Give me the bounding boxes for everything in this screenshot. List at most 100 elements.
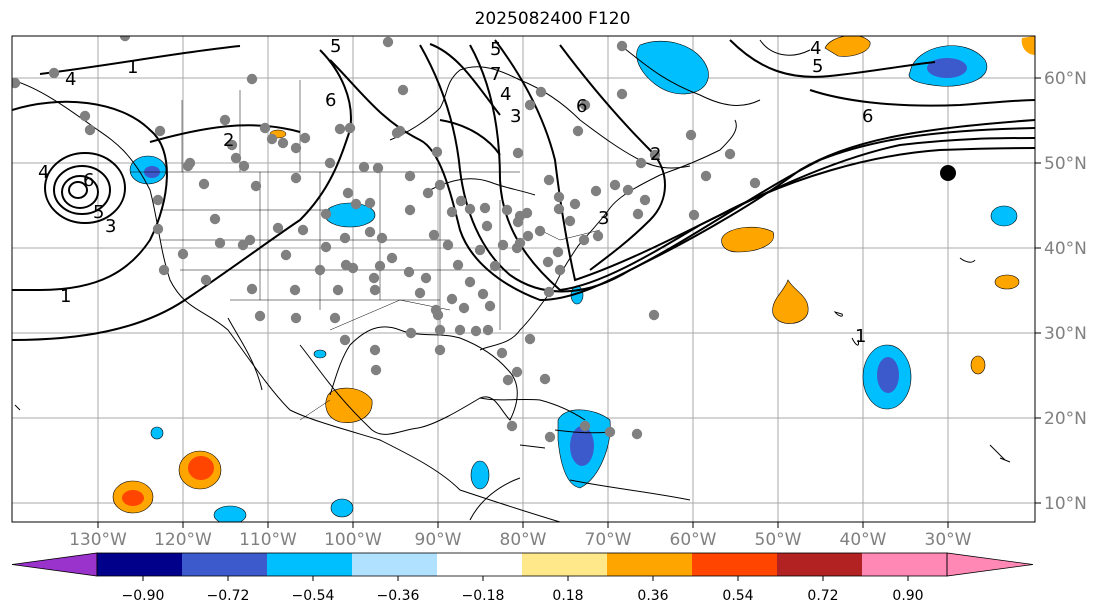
station-dot — [368, 272, 380, 284]
station-dot — [182, 160, 194, 172]
station-dot — [254, 310, 266, 322]
contour-label: 1 — [855, 326, 866, 347]
station-dot — [320, 208, 332, 220]
station-dot — [452, 259, 464, 271]
colorbar-segment — [522, 553, 607, 576]
station-dot — [688, 209, 700, 221]
political-borders — [130, 80, 601, 421]
station-dot — [616, 88, 628, 100]
station-dot — [84, 124, 96, 136]
station-dot — [422, 187, 434, 199]
station-dot — [477, 288, 489, 300]
station-dot — [405, 327, 417, 339]
station-dot — [209, 213, 221, 225]
station-dot — [535, 86, 547, 98]
station-dot — [446, 206, 458, 218]
station-dot — [564, 215, 576, 227]
station-dot — [511, 366, 523, 378]
station-dot — [332, 284, 344, 296]
colorbar-tick-label: 0.36 — [637, 588, 668, 604]
station-dot — [364, 197, 376, 209]
station-dot — [370, 364, 382, 376]
station-dot — [553, 203, 565, 215]
colorbar-tick-label: −0.90 — [122, 588, 165, 604]
contour-label: 3 — [598, 208, 609, 229]
station-dot — [290, 172, 302, 184]
station-dot — [214, 237, 226, 249]
station-dot — [280, 249, 292, 261]
station-dot — [553, 191, 565, 203]
station-dot — [522, 230, 534, 242]
lon-tick-label: 90°W — [415, 530, 462, 550]
station-dot — [639, 194, 651, 206]
station-dot — [470, 325, 482, 337]
station-dot — [501, 204, 513, 216]
station-dot — [434, 179, 446, 191]
station-dot — [48, 67, 60, 79]
colorbar-extend-low — [11, 552, 98, 577]
colorbar-tick-label: 0.18 — [552, 588, 583, 604]
lon-tick-label: 120°W — [154, 530, 212, 550]
station-dot — [79, 110, 91, 122]
station-dot — [542, 256, 554, 268]
station-dot — [374, 260, 386, 272]
station-dot — [554, 264, 566, 276]
station-dot — [238, 160, 250, 172]
lon-tick-label: 30°W — [925, 530, 972, 550]
station-dot — [200, 274, 212, 286]
contour-label: 3 — [510, 106, 521, 127]
lat-tick-label: 40°N — [1044, 239, 1087, 259]
colorbar-extend-high — [946, 552, 1034, 577]
station-dot — [455, 195, 467, 207]
station-dot — [250, 180, 262, 192]
station-dot — [497, 239, 509, 251]
anomaly-patches — [112, 36, 1035, 522]
station-dot — [369, 344, 381, 356]
station-dot — [290, 312, 302, 324]
station-dot — [119, 36, 131, 42]
station-dot — [482, 324, 494, 336]
colorbar-tick-label: −0.18 — [462, 588, 505, 604]
lon-tick-label: 110°W — [239, 530, 297, 550]
station-dot — [246, 73, 258, 85]
station-dot — [277, 137, 289, 149]
station-dot — [329, 312, 341, 324]
station-dot — [397, 84, 409, 96]
station-dot — [511, 242, 523, 254]
contour-labels: 6 5 4 3 2 1 1 6 5 4 4 5 6 3 2 7 6 5 4 3 … — [38, 36, 873, 347]
station-dot — [404, 204, 416, 216]
station-dot — [358, 161, 370, 173]
longitude-axis: 130°W 120°W 110°W 100°W 90°W 80°W 70°W 60°W 50°W… — [69, 522, 972, 550]
station-dot — [454, 324, 466, 336]
lat-tick-label: 20°N — [1044, 409, 1087, 429]
colorbar-segment — [437, 553, 522, 576]
station-dot — [489, 260, 501, 272]
station-dot — [569, 198, 581, 210]
contour-label: 6 — [862, 106, 873, 127]
station-dot — [543, 174, 555, 186]
contour-label: 4 — [810, 38, 821, 59]
station-dot — [339, 232, 351, 244]
station-dot — [177, 248, 189, 260]
colorbar-tick-label: 0.72 — [807, 588, 838, 604]
station-dots — [12, 36, 761, 443]
station-dot — [579, 99, 591, 111]
colorbar-segment — [777, 553, 862, 576]
station-dot — [152, 223, 164, 235]
contour-label: 4 — [38, 162, 49, 183]
station-dot — [524, 333, 536, 345]
station-dot — [314, 264, 326, 276]
station-dot — [464, 203, 476, 215]
station-dot — [12, 77, 21, 89]
contour-label: 5 — [812, 56, 823, 77]
station-dot — [272, 222, 284, 234]
station-dot — [479, 202, 491, 214]
station-dot — [386, 252, 398, 264]
latitude-axis: 60°N 50°N 40°N 30°N 20°N 10°N — [1035, 69, 1087, 514]
station-dot — [512, 216, 524, 228]
station-dot — [297, 224, 309, 236]
station-dot — [616, 40, 628, 52]
station-dot — [502, 374, 514, 386]
station-dot — [372, 162, 384, 174]
colorbar-tick-label: 0.54 — [722, 588, 753, 604]
